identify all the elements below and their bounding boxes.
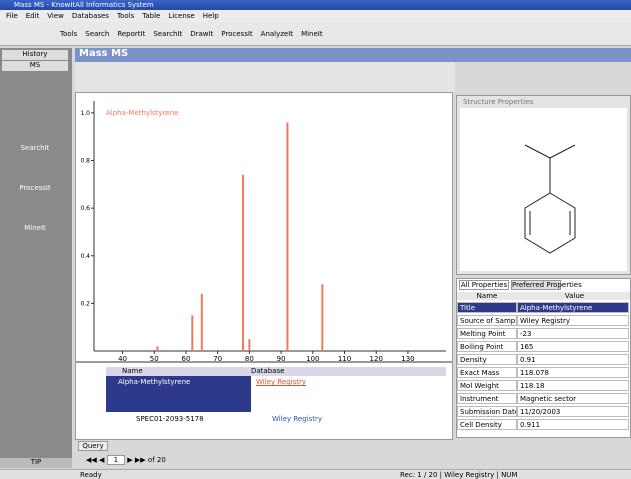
sidebar-footer: TIP bbox=[0, 458, 72, 468]
spectrum-caption: Alpha-Methylstyrene bbox=[106, 109, 178, 117]
toolbar-button[interactable]: ProcessIt bbox=[221, 30, 253, 38]
peak bbox=[191, 315, 194, 351]
cell[interactable]: Boiling Point bbox=[457, 341, 517, 352]
x-tick-label: 70 bbox=[213, 355, 222, 362]
status-right: Rec: 1 / 20 | Wiley Registry | NUM bbox=[400, 471, 518, 479]
title-bar: Mass MS - KnowItAll Informatics System bbox=[0, 0, 631, 10]
cell[interactable]: Wiley Registry bbox=[256, 378, 306, 386]
cell[interactable]: Magnetic sector bbox=[517, 393, 629, 404]
record[interactable]: 1 bbox=[106, 455, 126, 465]
window-title: Mass MS - KnowItAll Informatics System bbox=[14, 1, 154, 9]
sidebar-item[interactable]: ProcessIt bbox=[19, 184, 51, 192]
header: Database bbox=[251, 367, 446, 376]
cell[interactable]: Source of Sample bbox=[457, 315, 517, 326]
peak bbox=[200, 293, 203, 351]
x-tick-label: 40 bbox=[118, 355, 127, 362]
properties-panel: All Properties Preferred Properties Name Va… bbox=[456, 278, 631, 438]
x-tick-label: 90 bbox=[277, 355, 286, 362]
y-tick-label: 0.6 bbox=[80, 205, 90, 212]
cell[interactable]: Wiley Registry bbox=[517, 315, 629, 326]
x-tick-label: 120 bbox=[370, 355, 383, 362]
peak bbox=[286, 122, 289, 351]
cell[interactable]: Submission Date bbox=[457, 406, 517, 417]
header: Name bbox=[457, 292, 517, 300]
cell[interactable]: Instrument bbox=[457, 393, 517, 404]
peak bbox=[248, 339, 251, 351]
sidebar: History MS SearchIt ProcessIt MineIt bbox=[0, 48, 72, 458]
x-tick-label: 130 bbox=[401, 355, 414, 362]
status-left: Ready bbox=[80, 471, 102, 479]
cell[interactable]: Alpha-Methylstyrene bbox=[517, 302, 629, 313]
sidebar-item[interactable]: MineIt bbox=[24, 224, 46, 232]
structure-panel: Structure Properties bbox=[456, 95, 631, 275]
spectrum-chart: Alpha-Methylstyrene 40 50 60 70 80 90 100 110 120… bbox=[75, 92, 453, 362]
panel-title: Mass MS bbox=[75, 48, 631, 62]
toolbar-button[interactable]: Tools bbox=[60, 30, 78, 38]
sidebar-item[interactable]: History bbox=[2, 50, 68, 60]
cell[interactable]: Wiley Registry bbox=[272, 415, 322, 423]
peak bbox=[156, 346, 159, 351]
toolbar-button[interactable]: AnalyzeIt bbox=[260, 30, 294, 38]
toolbar-button[interactable]: DrawIt bbox=[190, 30, 214, 38]
y-tick-label: 1.0 bbox=[80, 110, 90, 117]
cell[interactable]: 118.078 bbox=[517, 367, 629, 378]
peak bbox=[242, 174, 245, 351]
spectrum-toolbar bbox=[75, 62, 455, 92]
tab[interactable]: Query bbox=[78, 441, 108, 451]
cell[interactable]: Exact Mass bbox=[457, 367, 517, 378]
y-tick-label: 0.2 bbox=[80, 300, 90, 307]
peak bbox=[321, 284, 324, 351]
cell[interactable]: 11/20/2003 bbox=[517, 406, 629, 417]
menu-bar: File Edit View Databases Tools Table License He… bbox=[0, 10, 631, 22]
x-tick-label: 50 bbox=[150, 355, 159, 362]
cell[interactable]: 118.18 bbox=[517, 380, 629, 391]
cell[interactable]: Mol Weight bbox=[457, 380, 517, 391]
y-tick-label: 0.8 bbox=[80, 158, 90, 165]
tab[interactable]: Preferred Properties bbox=[511, 280, 582, 290]
toolbar-button[interactable]: Search bbox=[85, 30, 110, 38]
menu-item[interactable]: View bbox=[47, 12, 64, 20]
y-tick-label: 0.4 bbox=[80, 253, 90, 260]
cell[interactable]: Cell Density bbox=[457, 419, 517, 430]
header: Name bbox=[106, 367, 251, 376]
menu-item[interactable]: Table bbox=[142, 12, 161, 20]
toolbar: Tools Search ReportIt SearchIt DrawIt Process… bbox=[0, 22, 631, 46]
x-tick-label: 110 bbox=[338, 355, 351, 362]
menu-item[interactable]: Edit bbox=[25, 12, 40, 20]
menu-item[interactable]: Tools bbox=[116, 12, 135, 20]
cell[interactable]: 0.91 bbox=[517, 354, 629, 365]
x-tick-label: 60 bbox=[182, 355, 191, 362]
record-count: of 20 bbox=[147, 456, 166, 464]
toolbar-button[interactable]: MineIt bbox=[301, 30, 323, 38]
menu-item[interactable]: License bbox=[168, 12, 195, 20]
cell[interactable]: Title bbox=[457, 302, 517, 313]
cell[interactable]: Melting Point bbox=[457, 328, 517, 339]
cell[interactable]: -23 bbox=[517, 328, 629, 339]
x-tick-label: 80 bbox=[245, 355, 254, 362]
toolbar-button[interactable]: ReportIt bbox=[117, 30, 146, 38]
menu-item[interactable]: Help bbox=[202, 12, 219, 20]
structure-title: Structure Properties bbox=[463, 98, 534, 106]
structure bbox=[460, 108, 627, 271]
tab[interactable]: All Properties bbox=[459, 280, 509, 290]
cell[interactable]: Alpha-Methylstyrene bbox=[106, 376, 251, 412]
menu-item[interactable]: Databases bbox=[71, 12, 109, 20]
sidebar-item[interactable]: SearchIt bbox=[20, 144, 50, 152]
cell[interactable]: 0.911 bbox=[517, 419, 629, 430]
cell[interactable]: 165 bbox=[517, 341, 629, 352]
sidebar-item[interactable]: MS bbox=[2, 61, 68, 71]
record-nav: ◀◀ ◀ 1 ▶ ▶▶ of 20 bbox=[86, 455, 166, 465]
cell[interactable]: Density bbox=[457, 354, 517, 365]
header: Value bbox=[517, 292, 630, 300]
toolbar-button[interactable]: SearchIt bbox=[153, 30, 183, 38]
cell[interactable]: SPEC01-2093-5178 bbox=[136, 415, 204, 423]
results-table: Name Database Alpha-Methylstyrene Wiley … bbox=[75, 362, 453, 440]
x-tick-label: 100 bbox=[306, 355, 319, 362]
menu-item[interactable]: File bbox=[6, 12, 18, 20]
status-bar: Ready Rec: 1 / 20 | Wiley Registry | NUM bbox=[0, 469, 631, 479]
